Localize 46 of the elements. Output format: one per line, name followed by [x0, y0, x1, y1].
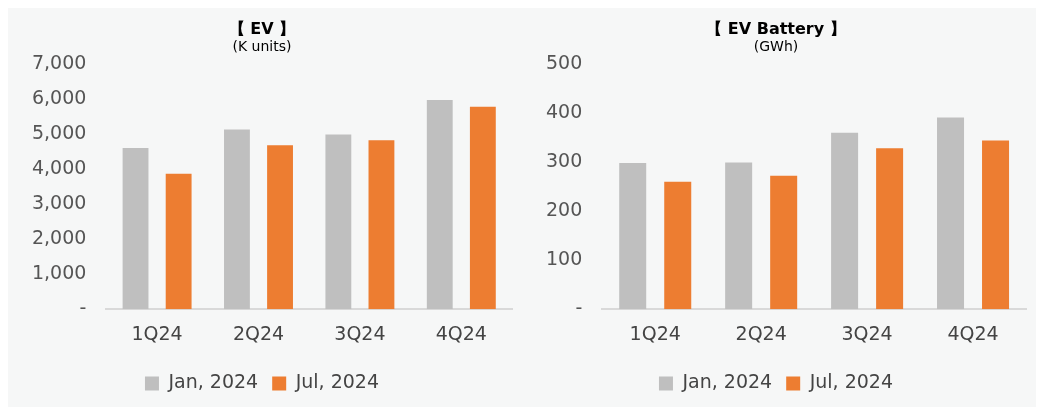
- y-tick-label: 4,000: [31, 156, 87, 179]
- y-tick-label: 5,000: [31, 120, 87, 143]
- bar: [619, 163, 647, 310]
- y-tick-label: -: [575, 296, 583, 319]
- legend-label: Jul, 2024: [294, 370, 380, 393]
- bar: [831, 132, 859, 310]
- bar: [982, 140, 1010, 310]
- bar: [325, 134, 352, 310]
- bar: [469, 106, 496, 310]
- chart-subtitle: (K units): [232, 38, 292, 55]
- x-tick-label: 3Q24: [841, 321, 893, 344]
- x-tick-label: 3Q24: [334, 321, 386, 344]
- x-tick-label: 4Q24: [435, 321, 487, 344]
- y-tick-label: 6,000: [31, 85, 87, 108]
- legend-label: Jan, 2024: [681, 370, 773, 393]
- bar: [267, 145, 293, 310]
- y-tick-label: 100: [546, 247, 583, 270]
- bar: [725, 162, 753, 310]
- chart-subtitle: (GWh): [753, 38, 799, 55]
- y-tick-label: 300: [546, 149, 583, 172]
- x-tick-label: 2Q24: [735, 321, 787, 344]
- bar: [937, 117, 965, 310]
- y-tick-label: 7,000: [31, 50, 87, 73]
- bar: [664, 181, 692, 310]
- bar: [122, 148, 149, 310]
- y-tick-label: 400: [546, 99, 583, 122]
- x-tick-label: 4Q24: [947, 321, 999, 344]
- bar: [368, 140, 395, 310]
- x-tick-label: 1Q24: [629, 321, 681, 344]
- y-tick-label: -: [79, 296, 87, 319]
- y-tick-label: 500: [546, 50, 583, 73]
- bar: [770, 175, 798, 310]
- x-tick-label: 1Q24: [131, 321, 183, 344]
- y-tick-label: 1,000: [31, 261, 87, 284]
- y-tick-label: 2,000: [31, 226, 87, 249]
- bar: [165, 173, 192, 310]
- bar: [876, 148, 904, 310]
- chart-title: 【 EV 】: [228, 18, 296, 38]
- bar: [224, 129, 250, 310]
- x-tick-label: 2Q24: [232, 321, 285, 344]
- legend-label: Jul, 2024: [808, 370, 894, 393]
- y-tick-label: 3,000: [31, 191, 87, 214]
- y-tick-label: 200: [546, 198, 583, 221]
- chart-title: 【 EV Battery 】: [706, 18, 846, 38]
- bar: [426, 100, 453, 310]
- legend-label: Jan, 2024: [167, 370, 259, 393]
